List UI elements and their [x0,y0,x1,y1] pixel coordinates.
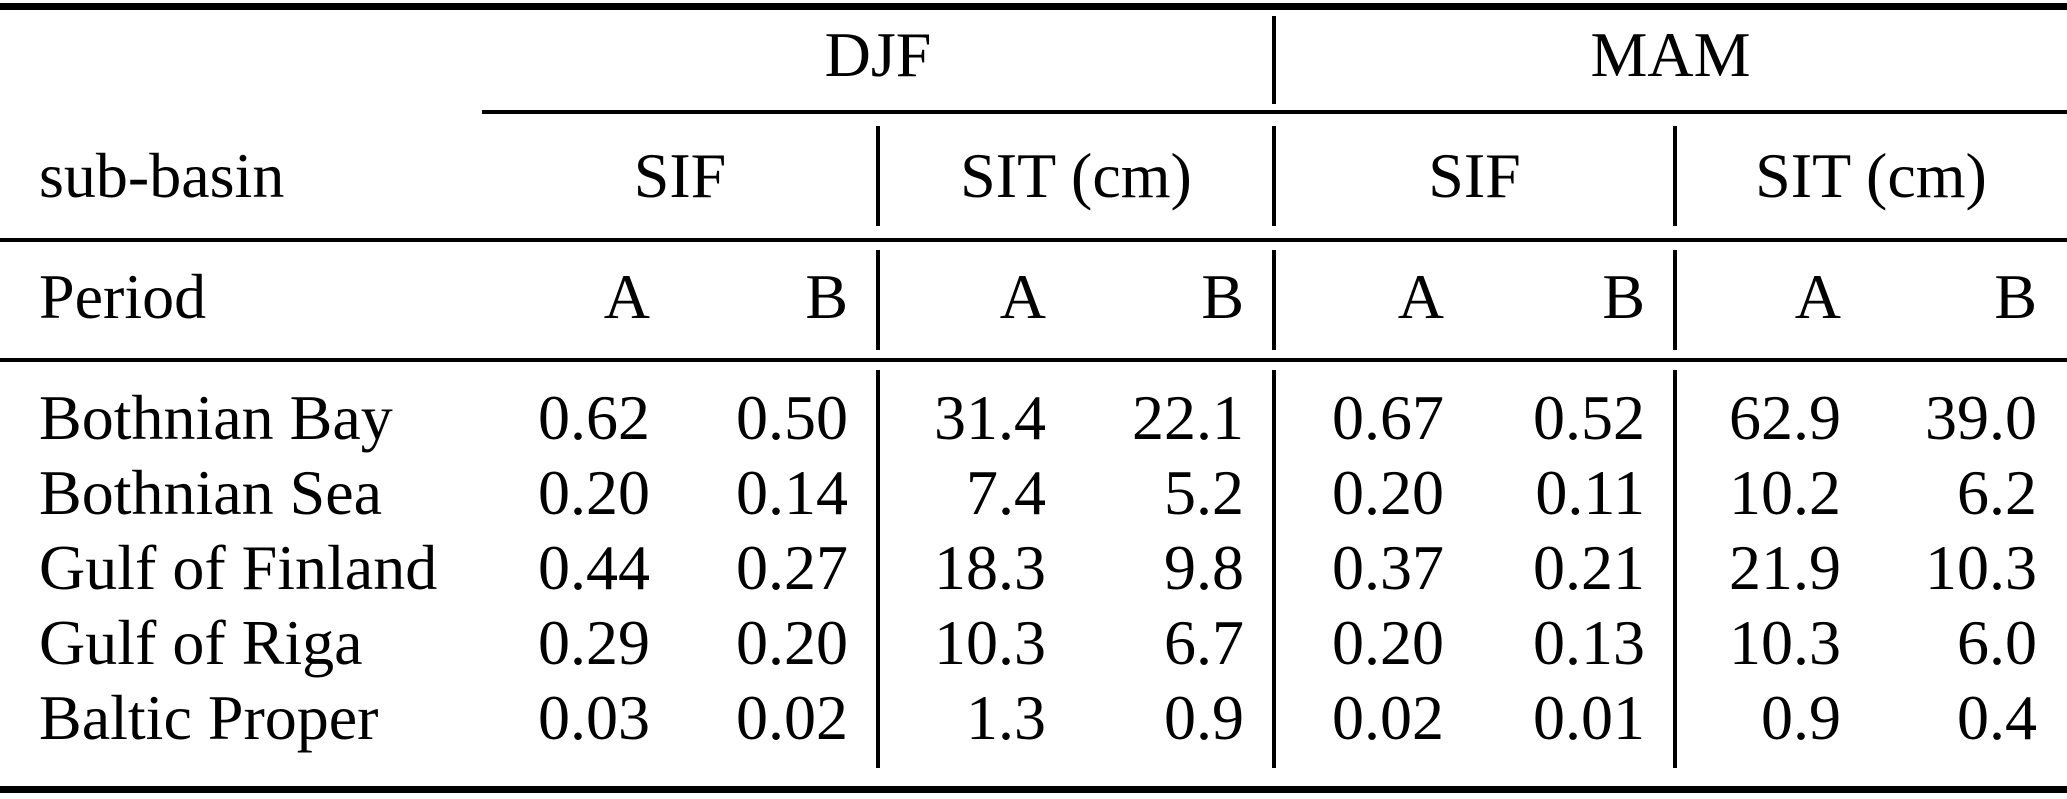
value-cell: 0.52 [1533,382,1645,453]
column-divider [1673,250,1677,350]
measure-header-mam-sif: SIF [1428,140,1521,211]
value-cell: 0.29 [538,607,650,678]
column-divider [1673,126,1677,226]
period-header: B [805,261,848,332]
value-cell: 0.37 [1332,532,1444,603]
value-cell: 5.2 [1164,457,1244,528]
value-cell: 0.4 [1957,682,2037,753]
value-cell: 62.9 [1729,382,1841,453]
table-rule-bottom [0,786,2067,793]
column-divider [876,126,880,226]
measure-header-djf-sif: SIF [633,140,727,211]
table-row-bothnian-bay: Bothnian Bay 0.62 0.50 31.4 22.1 0.67 0.… [0,380,2067,455]
table-rule-top [0,3,2067,10]
measure-header-djf-sit: SIT (cm) [960,140,1192,211]
table-row-gulf-of-riga: Gulf of Riga 0.29 0.20 10.3 6.7 0.20 0.1… [0,605,2067,680]
row-label: Baltic Proper [39,682,379,753]
column-divider [1272,126,1276,226]
season-header-djf: DJF [824,19,932,90]
table-rule-under-period [0,358,2067,362]
measure-header-row: sub-basin SIF SIT (cm) SIF SIT (cm) [0,114,2067,238]
value-cell: 0.21 [1533,532,1645,603]
value-cell: 21.9 [1729,532,1841,603]
value-cell: 31.4 [934,382,1046,453]
column-divider [1272,16,1276,104]
value-cell: 9.8 [1164,532,1244,603]
season-header-mam: MAM [1590,19,1751,90]
table-row-gulf-of-finland: Gulf of Finland 0.44 0.27 18.3 9.8 0.37 … [0,530,2067,605]
column-divider [1272,370,1276,768]
value-cell: 0.20 [1332,457,1444,528]
value-cell: 0.02 [1332,682,1444,753]
value-cell: 0.20 [1332,607,1444,678]
value-cell: 0.13 [1533,607,1645,678]
value-cell: 0.20 [538,457,650,528]
value-cell: 10.2 [1729,457,1841,528]
period-label: Period [39,261,207,332]
value-cell: 6.2 [1957,457,2037,528]
row-label: Gulf of Finland [39,532,438,603]
value-cell: 0.27 [736,532,848,603]
value-cell: 1.3 [966,682,1046,753]
period-header: B [1994,261,2037,332]
value-cell: 0.14 [736,457,848,528]
value-cell: 22.1 [1132,382,1244,453]
season-header-row: DJF MAM [0,10,2067,100]
value-cell: 0.9 [1761,682,1841,753]
value-cell: 0.02 [736,682,848,753]
row-label: Bothnian Bay [39,382,393,453]
value-cell: 0.03 [538,682,650,753]
value-cell: 0.44 [538,532,650,603]
period-header: B [1201,261,1244,332]
period-header: A [603,261,650,332]
row-header-label: sub-basin [39,140,285,211]
value-cell: 0.62 [538,382,650,453]
value-cell: 7.4 [966,457,1046,528]
value-cell: 0.20 [736,607,848,678]
column-divider [1673,370,1677,768]
column-divider [876,250,880,350]
value-cell: 0.01 [1533,682,1645,753]
table-row-bothnian-sea: Bothnian Sea 0.20 0.14 7.4 5.2 0.20 0.11… [0,455,2067,530]
value-cell: 10.3 [1729,607,1841,678]
value-cell: 6.0 [1957,607,2037,678]
measure-header-mam-sit: SIT (cm) [1755,140,1987,211]
value-cell: 10.3 [1925,532,2037,603]
period-header: A [1794,261,1841,332]
column-divider [1272,250,1276,350]
value-cell: 6.7 [1164,607,1244,678]
table-row-baltic-proper: Baltic Proper 0.03 0.02 1.3 0.9 0.02 0.0… [0,680,2067,755]
value-cell: 0.9 [1164,682,1244,753]
row-label: Gulf of Riga [39,607,363,678]
value-cell: 18.3 [934,532,1046,603]
period-header: A [1397,261,1444,332]
value-cell: 0.50 [736,382,848,453]
value-cell: 0.67 [1332,382,1444,453]
table-rule-under-seasons [482,110,2067,114]
period-header-row: Period A B A B A B A B [0,242,2067,352]
period-header: A [999,261,1046,332]
row-label: Bothnian Sea [39,457,383,528]
period-header: B [1602,261,1645,332]
value-cell: 39.0 [1925,382,2037,453]
value-cell: 10.3 [934,607,1046,678]
column-divider [876,370,880,768]
table-rule-under-header [0,238,2067,242]
value-cell: 0.11 [1535,457,1645,528]
